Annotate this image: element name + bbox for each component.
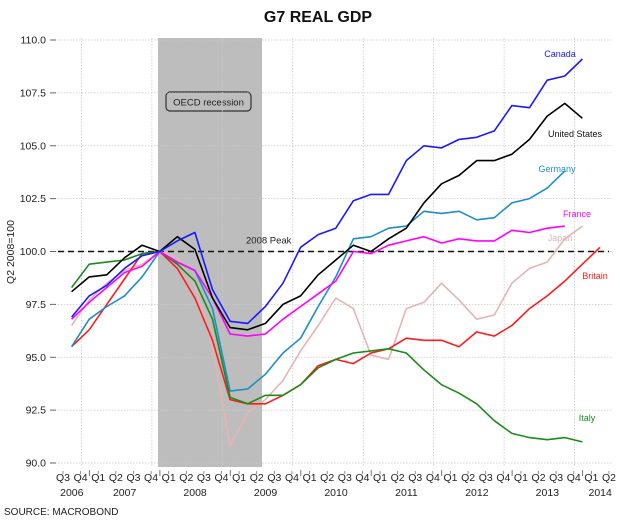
recession-band-layer: OECD recession xyxy=(158,38,262,467)
series-label-united-states: United States xyxy=(548,129,603,139)
x-tick-label: Q1 xyxy=(584,472,598,484)
x-tick-label: Q1 xyxy=(162,472,176,484)
x-year-label: 2013 xyxy=(536,487,560,499)
x-tick-label: Q4 xyxy=(567,472,581,484)
series-label-canada: Canada xyxy=(544,49,576,59)
y-tick-label: 107.5 xyxy=(20,87,46,99)
y-tick-label: 105.0 xyxy=(20,140,46,152)
axis-layer: 90.0 92.5 95.0 97.5 100.0 102.5 105.0 107.5 110.… xyxy=(20,35,616,500)
x-tick-label: Q1 xyxy=(443,472,457,484)
series-line-britain xyxy=(71,246,601,405)
recession-band xyxy=(158,38,262,467)
reference-line-layer: 2008 Peak xyxy=(58,236,609,253)
x-tick-label: Q4 xyxy=(74,472,88,484)
chart-title: G7 REAL GDP xyxy=(264,9,373,26)
peak-reference-label: 2008 Peak xyxy=(246,236,292,247)
series-label-france: France xyxy=(563,209,591,219)
x-year-label: 2010 xyxy=(324,487,348,499)
series-line-canada xyxy=(70,58,583,325)
series-line-united-states xyxy=(71,102,583,331)
x-year-label: 2009 xyxy=(254,487,278,499)
y-tick-label: 110.0 xyxy=(21,35,47,47)
x-tick-label: Q1 xyxy=(514,472,528,484)
source-note: SOURCE: MACROBOND xyxy=(4,507,118,518)
x-tick-label: Q2 xyxy=(109,472,123,484)
x-tick-label: Q2 xyxy=(532,472,546,484)
x-tick-label: Q4 xyxy=(144,472,158,484)
recession-label-box xyxy=(165,91,252,112)
x-year-label: 2014 xyxy=(589,487,613,499)
x-tick-label: Q2 xyxy=(602,472,616,484)
recession-label: OECD recession xyxy=(173,98,244,109)
series-line-germany xyxy=(70,170,566,392)
x-tick-label: Q3 xyxy=(267,472,281,484)
x-year-label: 2012 xyxy=(465,487,489,499)
series-label-japan: Japan xyxy=(548,233,573,243)
series-line-japan xyxy=(70,225,583,447)
y-tick-label: 92.5 xyxy=(26,405,47,417)
series-label-layer: Canada United States Germany France Japan Bri… xyxy=(538,49,607,423)
x-tick-label: Q4 xyxy=(355,472,369,484)
series-layer xyxy=(70,58,601,447)
x-year-label: 2008 xyxy=(183,487,207,499)
x-tick-label: Q2 xyxy=(320,472,334,484)
y-tick-label: 97.5 xyxy=(26,299,47,311)
x-tick-label: Q1 xyxy=(91,472,105,484)
x-year-label: 2011 xyxy=(395,487,418,499)
x-tick-label: Q2 xyxy=(461,472,475,484)
x-tick-label: Q3 xyxy=(126,472,140,484)
series-line-italy xyxy=(70,250,583,443)
x-tick-label: Q3 xyxy=(56,472,70,484)
series-line-france xyxy=(71,225,565,337)
series-label-britain: Britain xyxy=(582,271,608,281)
x-tick-label: Q3 xyxy=(408,472,422,484)
x-year-label: 2006 xyxy=(60,487,84,499)
x-tick-label: Q2 xyxy=(391,472,405,484)
x-tick-label: Q3 xyxy=(197,472,211,484)
x-tick-label: Q2 xyxy=(179,472,193,484)
y-tick-label: 100.0 xyxy=(20,246,46,258)
grid-layer xyxy=(55,38,612,467)
series-label-germany: Germany xyxy=(538,164,576,174)
y-tick-label: 102.5 xyxy=(20,193,46,205)
x-tick-label: Q4 xyxy=(215,472,229,484)
x-year-label: 2007 xyxy=(113,487,137,499)
x-tick-label: Q3 xyxy=(338,472,352,484)
series-label-italy: Italy xyxy=(579,413,596,423)
y-axis-label: Q2 2008=100 xyxy=(5,220,17,284)
y-tick-label: 90.0 xyxy=(26,458,47,470)
x-tick-label: Q2 xyxy=(250,472,264,484)
x-tick-label: Q4 xyxy=(496,472,510,484)
x-tick-label: Q1 xyxy=(373,472,387,484)
x-tick-label: Q3 xyxy=(479,472,493,484)
x-tick-label: Q3 xyxy=(549,472,563,484)
x-tick-label: Q4 xyxy=(285,472,299,484)
x-tick-label: Q4 xyxy=(426,472,440,484)
x-tick-label: Q1 xyxy=(303,472,317,484)
x-tick-label: Q1 xyxy=(232,472,246,484)
y-tick-label: 95.0 xyxy=(26,352,47,364)
